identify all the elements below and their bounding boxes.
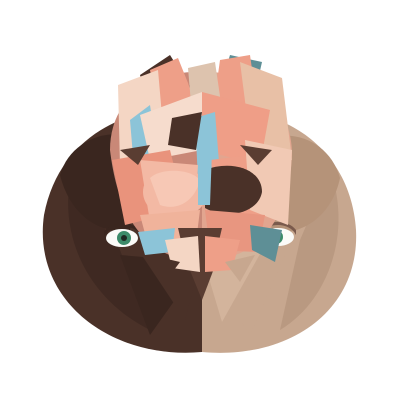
mouth-blue-left xyxy=(138,228,175,255)
mouth-teal-right xyxy=(250,225,282,262)
brow-left-brown xyxy=(120,145,150,165)
left-eyelid xyxy=(104,223,140,236)
nose-left-shadow xyxy=(150,170,200,207)
left-eye-pupil xyxy=(121,235,127,241)
left-eye xyxy=(104,223,140,247)
chin-brown-left xyxy=(150,255,180,282)
forehead-brown-wedge xyxy=(168,112,202,150)
brow-right-brown xyxy=(240,145,272,165)
nose-center-blue xyxy=(198,150,212,205)
chin-tan-right xyxy=(225,255,255,282)
head-cluster xyxy=(110,55,292,282)
nose-right-dark xyxy=(205,165,262,215)
